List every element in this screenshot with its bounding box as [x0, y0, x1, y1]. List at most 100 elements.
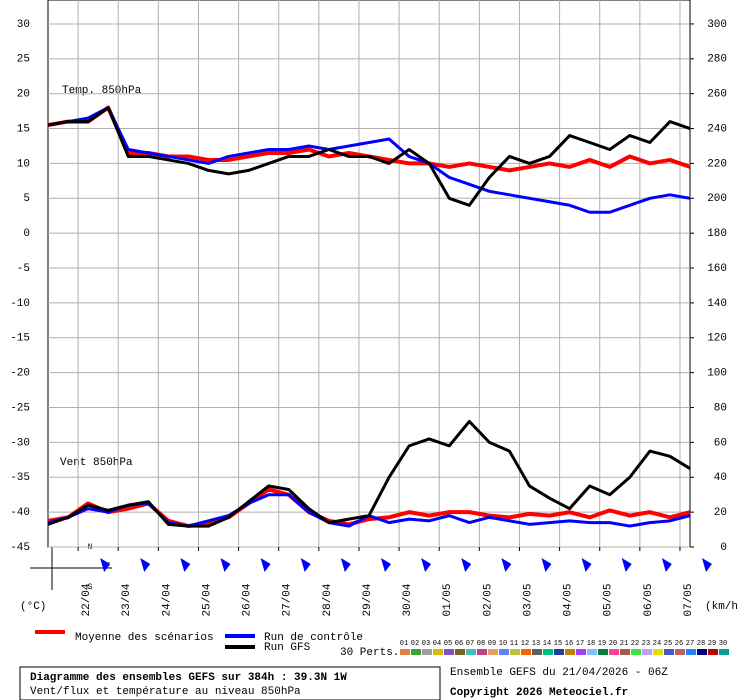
perturbation-number: 14 — [543, 640, 551, 648]
perturbation-number: 26 — [675, 640, 683, 648]
wind-rose — [701, 558, 712, 572]
perturbation-number: 03 — [422, 640, 430, 648]
perturbation-swatch — [675, 649, 685, 655]
perturbation-number: 11 — [510, 640, 518, 648]
perturbation-number: 22 — [631, 640, 639, 648]
y2-tick-label: 120 — [707, 333, 727, 345]
perturbation-number: 02 — [411, 640, 419, 648]
perturbation-number: 01 — [400, 640, 408, 648]
perturbation-swatch — [466, 649, 476, 655]
wind-rose — [621, 558, 632, 572]
perturbation-swatch — [433, 649, 443, 655]
title-box — [19, 666, 441, 700]
perturbation-swatch — [653, 649, 663, 655]
x-tick-label: 22/04 — [81, 583, 93, 616]
perturbation-number: 28 — [697, 640, 705, 648]
perturbation-number: 08 — [477, 640, 485, 648]
wind-rose — [220, 558, 231, 572]
series-line — [47, 419, 691, 528]
y2-tick-label: 40 — [714, 472, 727, 484]
perturbation-swatch — [532, 649, 542, 655]
wind-annotation: Vent 850hPa — [60, 457, 133, 469]
perturbation-swatch — [620, 649, 630, 655]
perturbation-number: 23 — [642, 640, 650, 648]
y-tick-label: 0 — [23, 228, 30, 240]
y-tick-label: 25 — [17, 54, 30, 66]
y-axis-label: (°C) — [20, 601, 46, 613]
y2-tick-label: 160 — [707, 263, 727, 275]
wind-rose — [140, 558, 151, 572]
perturbations-label: 30 Perts. — [340, 647, 399, 659]
perturbation-swatch — [422, 649, 432, 655]
run-label: Ensemble GEFS du 21/04/2026 - 06Z — [450, 667, 668, 679]
wind-rose — [300, 558, 311, 572]
perturbation-number: 13 — [532, 640, 540, 648]
y2-tick-label: 280 — [707, 54, 727, 66]
perturbation-swatch — [510, 649, 520, 655]
perturbation-number: 07 — [466, 640, 474, 648]
y2-tick-label: 100 — [707, 368, 727, 380]
y2-tick-label: 60 — [714, 437, 727, 449]
y-tick-label: 15 — [17, 123, 30, 135]
perturbation-number: 19 — [598, 640, 606, 648]
chart-title: Diagramme des ensembles GEFS sur 384h : … — [30, 672, 347, 684]
y2-tick-label: 300 — [707, 19, 727, 31]
perturbation-number: 16 — [565, 640, 573, 648]
y2-axis-label: (km/h) — [705, 601, 740, 613]
y2-tick-label: 240 — [707, 123, 727, 135]
perturbation-swatch — [609, 649, 619, 655]
perturbation-swatch — [565, 649, 575, 655]
perturbation-swatch — [444, 649, 454, 655]
y2-tick-label: 0 — [720, 542, 727, 554]
y-tick-label: -5 — [17, 263, 30, 275]
wind-rose — [661, 558, 672, 572]
x-tick-label: 27/04 — [282, 583, 294, 616]
wind-rose — [260, 558, 271, 572]
wind-rose — [340, 558, 351, 572]
perturbation-number: 06 — [455, 640, 463, 648]
perturbation-number: 25 — [664, 640, 672, 648]
perturbation-number: 04 — [433, 640, 441, 648]
x-tick-label: 04/05 — [563, 583, 575, 616]
y-tick-label: -30 — [10, 437, 30, 449]
perturbation-swatch — [598, 649, 608, 655]
grid — [48, 0, 690, 548]
chart-subtitle: Vent/flux et température au niveau 850hP… — [30, 686, 301, 698]
x-tick-label: 03/05 — [522, 583, 534, 616]
y2-tick-label: 180 — [707, 228, 727, 240]
perturbation-number: 15 — [554, 640, 562, 648]
y2-tick-label: 260 — [707, 89, 727, 101]
wind-rose — [380, 558, 391, 572]
x-tick-label: 25/04 — [201, 583, 213, 616]
series-line — [47, 493, 691, 528]
y2-tick-label: 140 — [707, 298, 727, 310]
perturbation-number: 18 — [587, 640, 595, 648]
y2-tick-label: 220 — [707, 158, 727, 170]
perturbation-number: 17 — [576, 640, 584, 648]
perturbation-swatch — [521, 649, 531, 655]
perturbation-swatch — [631, 649, 641, 655]
perturbation-swatch — [477, 649, 487, 655]
wind-rose — [461, 558, 472, 572]
x-tick-label: 28/04 — [322, 583, 334, 616]
wind-rose — [581, 558, 592, 572]
x-tick-label: 26/04 — [242, 583, 254, 616]
perturbation-swatch — [455, 649, 465, 655]
perturbation-swatch — [664, 649, 674, 655]
x-tick-label: 02/05 — [482, 583, 494, 616]
perturbation-swatch — [642, 649, 652, 655]
legend-label: Run GFS — [264, 642, 311, 654]
y-tick-label: 30 — [17, 19, 30, 31]
perturbation-number: 20 — [609, 640, 617, 648]
perturbation-number: 30 — [719, 640, 727, 648]
perturbation-number: 21 — [620, 640, 628, 648]
wind-rose — [100, 558, 111, 572]
y-tick-label: 5 — [23, 193, 30, 205]
perturbation-swatch — [554, 649, 564, 655]
x-tick-label: 24/04 — [161, 583, 173, 616]
perturbation-swatch — [411, 649, 421, 655]
plot-frame — [47, 0, 691, 548]
x-tick-label: 29/04 — [362, 583, 374, 616]
x-tick-label: 05/05 — [603, 583, 615, 616]
